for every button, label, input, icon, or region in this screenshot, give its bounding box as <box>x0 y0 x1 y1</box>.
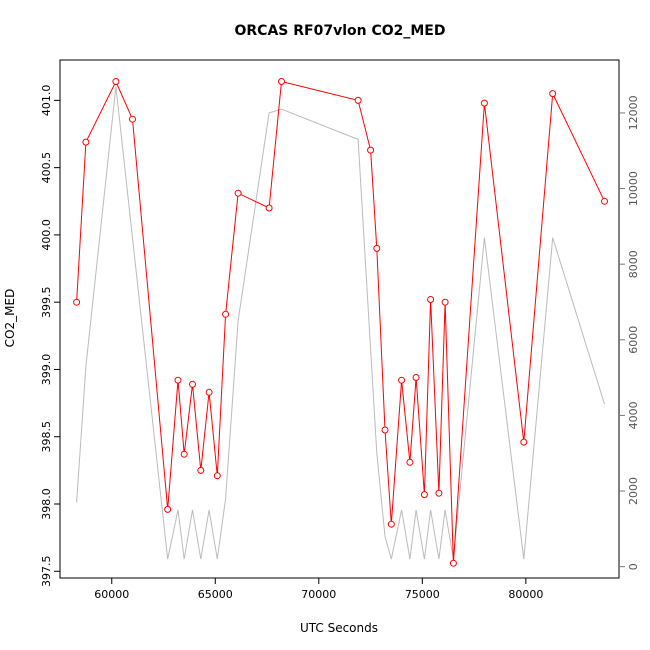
secondary-series <box>76 86 605 560</box>
x-axis-label: UTC Seconds <box>300 621 378 635</box>
y-tick-label: 398.5 <box>40 421 53 453</box>
data-point <box>213 472 221 480</box>
primary-series <box>73 78 608 567</box>
data-point <box>265 204 273 212</box>
x-tick-label: 65000 <box>198 588 233 601</box>
data-point <box>73 298 81 306</box>
data-point <box>205 388 213 396</box>
x-axis: 60000 65000 70000 75000 80000 <box>94 578 543 601</box>
data-point <box>427 296 435 303</box>
y-axis: 397.5 398.0 398.5 399.0 399.5 400.0 400.5 401.0 <box>40 85 60 587</box>
data-point <box>278 78 285 85</box>
y2-tick-label: 4000 <box>627 401 640 429</box>
data-point <box>129 115 136 123</box>
data-point <box>549 90 557 98</box>
data-point <box>420 491 428 499</box>
y-tick-label: 397.5 <box>40 556 53 588</box>
plot-frame <box>59 59 620 579</box>
data-point <box>164 505 172 513</box>
data-point <box>82 138 90 146</box>
y2-tick-label: 0 <box>627 563 640 570</box>
data-point <box>520 438 528 446</box>
data-point <box>601 197 608 205</box>
data-point <box>441 298 449 306</box>
y-axis-label: CO2_MED <box>3 289 17 348</box>
data-point <box>435 489 443 497</box>
data-point <box>381 426 389 434</box>
x-tick-label: 75000 <box>405 588 440 601</box>
y2-tick-label: 6000 <box>627 326 640 354</box>
secondary-series-line <box>76 86 605 560</box>
data-point <box>398 376 406 384</box>
data-point <box>189 380 196 388</box>
y2-tick-label: 2000 <box>627 477 640 505</box>
data-point <box>406 458 414 466</box>
data-point <box>222 310 230 318</box>
y-tick-label: 401.0 <box>40 85 53 117</box>
secondary-y-axis: 0 2000 4000 6000 8000 10000 12000 <box>619 95 640 570</box>
data-point <box>174 376 182 384</box>
x-tick-label: 60000 <box>94 588 129 601</box>
primary-series-line <box>76 80 605 564</box>
data-point <box>234 189 242 197</box>
data-point <box>180 450 188 458</box>
data-point <box>112 78 120 85</box>
chart-title: ORCAS RF07vlon CO2_MED <box>235 23 446 39</box>
data-point <box>480 99 488 107</box>
data-point <box>197 466 205 474</box>
data-point <box>412 374 420 381</box>
y-tick-label: 399.5 <box>40 286 53 318</box>
data-point <box>367 146 375 154</box>
y-tick-label: 400.0 <box>40 219 53 251</box>
data-point <box>449 559 457 567</box>
data-point <box>387 520 395 528</box>
data-point <box>354 96 362 104</box>
y-tick-label: 399.0 <box>40 354 53 386</box>
data-point <box>373 244 381 252</box>
y2-tick-label: 8000 <box>627 250 640 278</box>
y2-tick-label: 12000 <box>627 95 640 130</box>
x-tick-label: 80000 <box>508 588 543 601</box>
y-tick-label: 398.0 <box>40 488 53 520</box>
y2-tick-label: 10000 <box>627 171 640 206</box>
x-tick-label: 70000 <box>301 588 336 601</box>
y-tick-label: 400.5 <box>40 152 53 184</box>
